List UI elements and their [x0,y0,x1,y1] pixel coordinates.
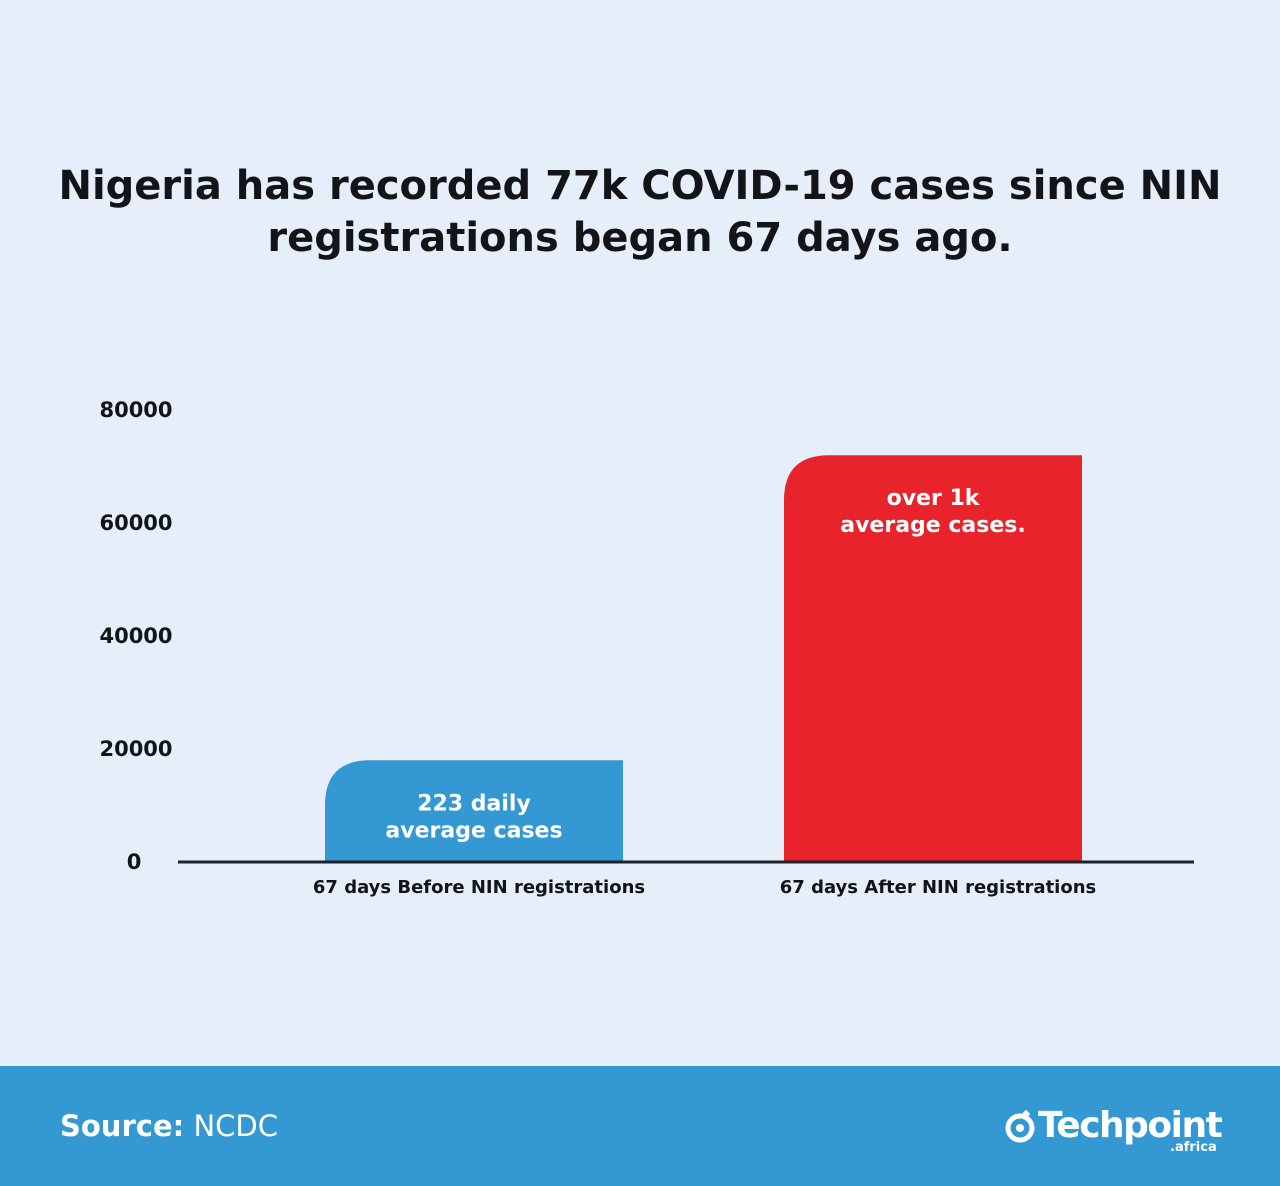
x-tick-label: 67 days Before NIN registrations [313,877,645,898]
x-tick-label: 67 days After NIN registrations [780,877,1096,898]
bar-after [784,455,1082,862]
logo-subtext: .africa [1170,1140,1217,1155]
y-tick-label: 60000 [99,511,172,535]
source-label: Source: [60,1109,185,1143]
logo-wordmark: Techpoint [1038,1105,1223,1146]
bar-data-label: 223 daily [417,791,531,816]
bar-data-label: average cases [385,818,562,843]
bar-data-label: over 1k [887,486,981,511]
y-tick-label: 20000 [99,737,172,761]
y-tick-label: 80000 [99,398,172,422]
footer-bar: Source: NCDC Techpoint .africa [0,1066,1280,1186]
source-value: NCDC [193,1109,278,1143]
y-tick-label: 40000 [99,624,172,648]
bar-before [325,760,623,862]
x-axis-labels: 67 days Before NIN registrations 67 days … [313,877,1096,898]
power-ring-icon [1005,1110,1035,1143]
techpoint-logo: Techpoint .africa [1004,1104,1224,1164]
y-tick-label: 0 [127,850,142,874]
source-credit: Source: NCDC [60,1106,278,1146]
bar-data-label: average cases. [840,513,1026,538]
y-axis-ticks: 0 20000 40000 60000 80000 [99,398,172,874]
chart-title: Nigeria has recorded 77k COVID-19 cases … [58,163,1222,261]
